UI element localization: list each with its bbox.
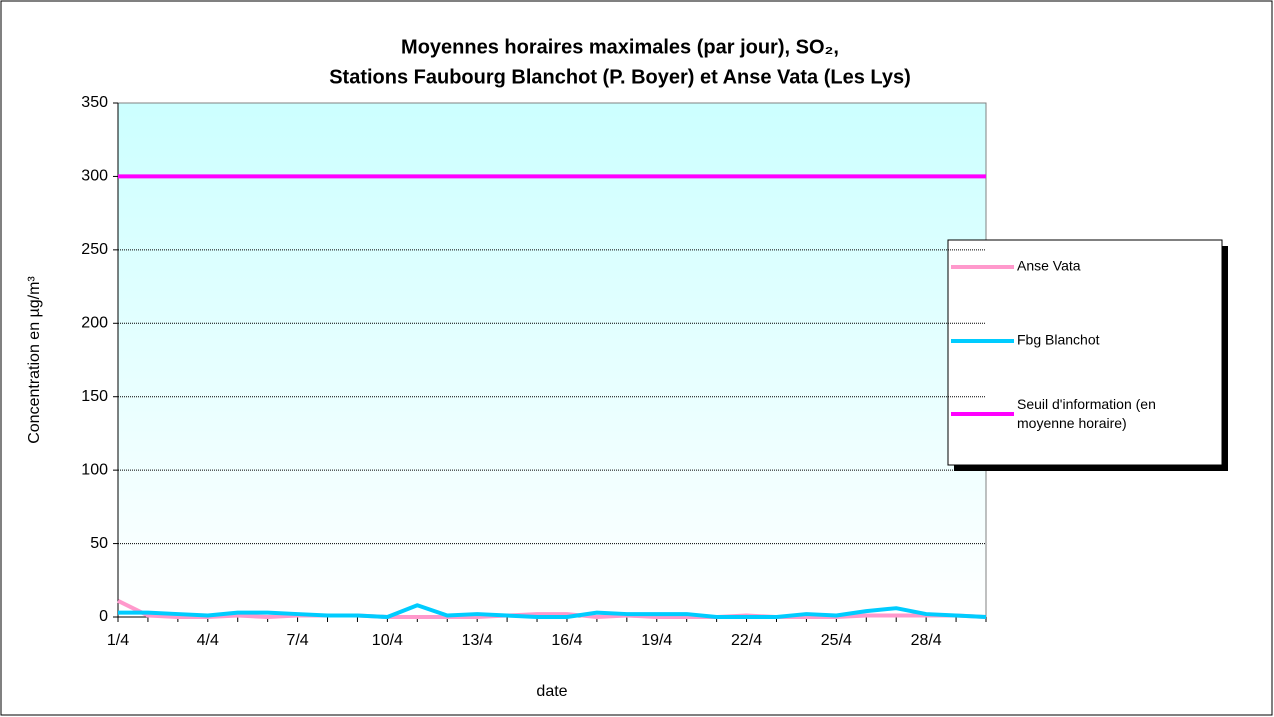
legend-label: Anse Vata [1017, 258, 1081, 274]
y-tick-label: 50 [90, 535, 108, 552]
x-tick-label: 28/4 [911, 632, 942, 649]
chart-title: Stations Faubourg Blanchot (P. Boyer) et… [329, 66, 911, 88]
legend-box [947, 239, 1223, 466]
x-tick-label: 22/4 [731, 632, 762, 649]
x-tick-label: 10/4 [372, 632, 403, 649]
y-tick-label: 350 [81, 94, 108, 111]
x-tick-label: 25/4 [821, 632, 852, 649]
legend: Anse Vata Fbg Blanchot Seuil d'information… [947, 239, 1228, 471]
legend-label: Seuil d'information (en moyenne horaire) [1017, 396, 1156, 431]
plot-area [117, 102, 987, 618]
y-tick-label: 250 [81, 241, 108, 258]
series-line [118, 603, 987, 619]
y-tick-label: 300 [81, 168, 108, 185]
x-tick-label: 13/4 [462, 632, 493, 649]
x-tick-label: 1/4 [107, 632, 129, 649]
y-tick-label: 200 [81, 315, 108, 332]
legend-label: Fbg Blanchot [1017, 332, 1100, 348]
x-tick-label: 4/4 [197, 632, 219, 649]
y-tick-label: 0 [99, 608, 108, 625]
x-axis-label: date [536, 683, 567, 700]
chart-title: Moyennes horaires maximales (par jour), … [401, 36, 839, 58]
x-tick-label: 16/4 [551, 632, 582, 649]
y-tick-label: 100 [81, 461, 108, 478]
y-axis-label: Concentration en µg/m³ [26, 276, 43, 444]
x-tick-label: 19/4 [641, 632, 672, 649]
x-tick-label: 7/4 [286, 632, 308, 649]
y-tick-label: 150 [81, 388, 108, 405]
